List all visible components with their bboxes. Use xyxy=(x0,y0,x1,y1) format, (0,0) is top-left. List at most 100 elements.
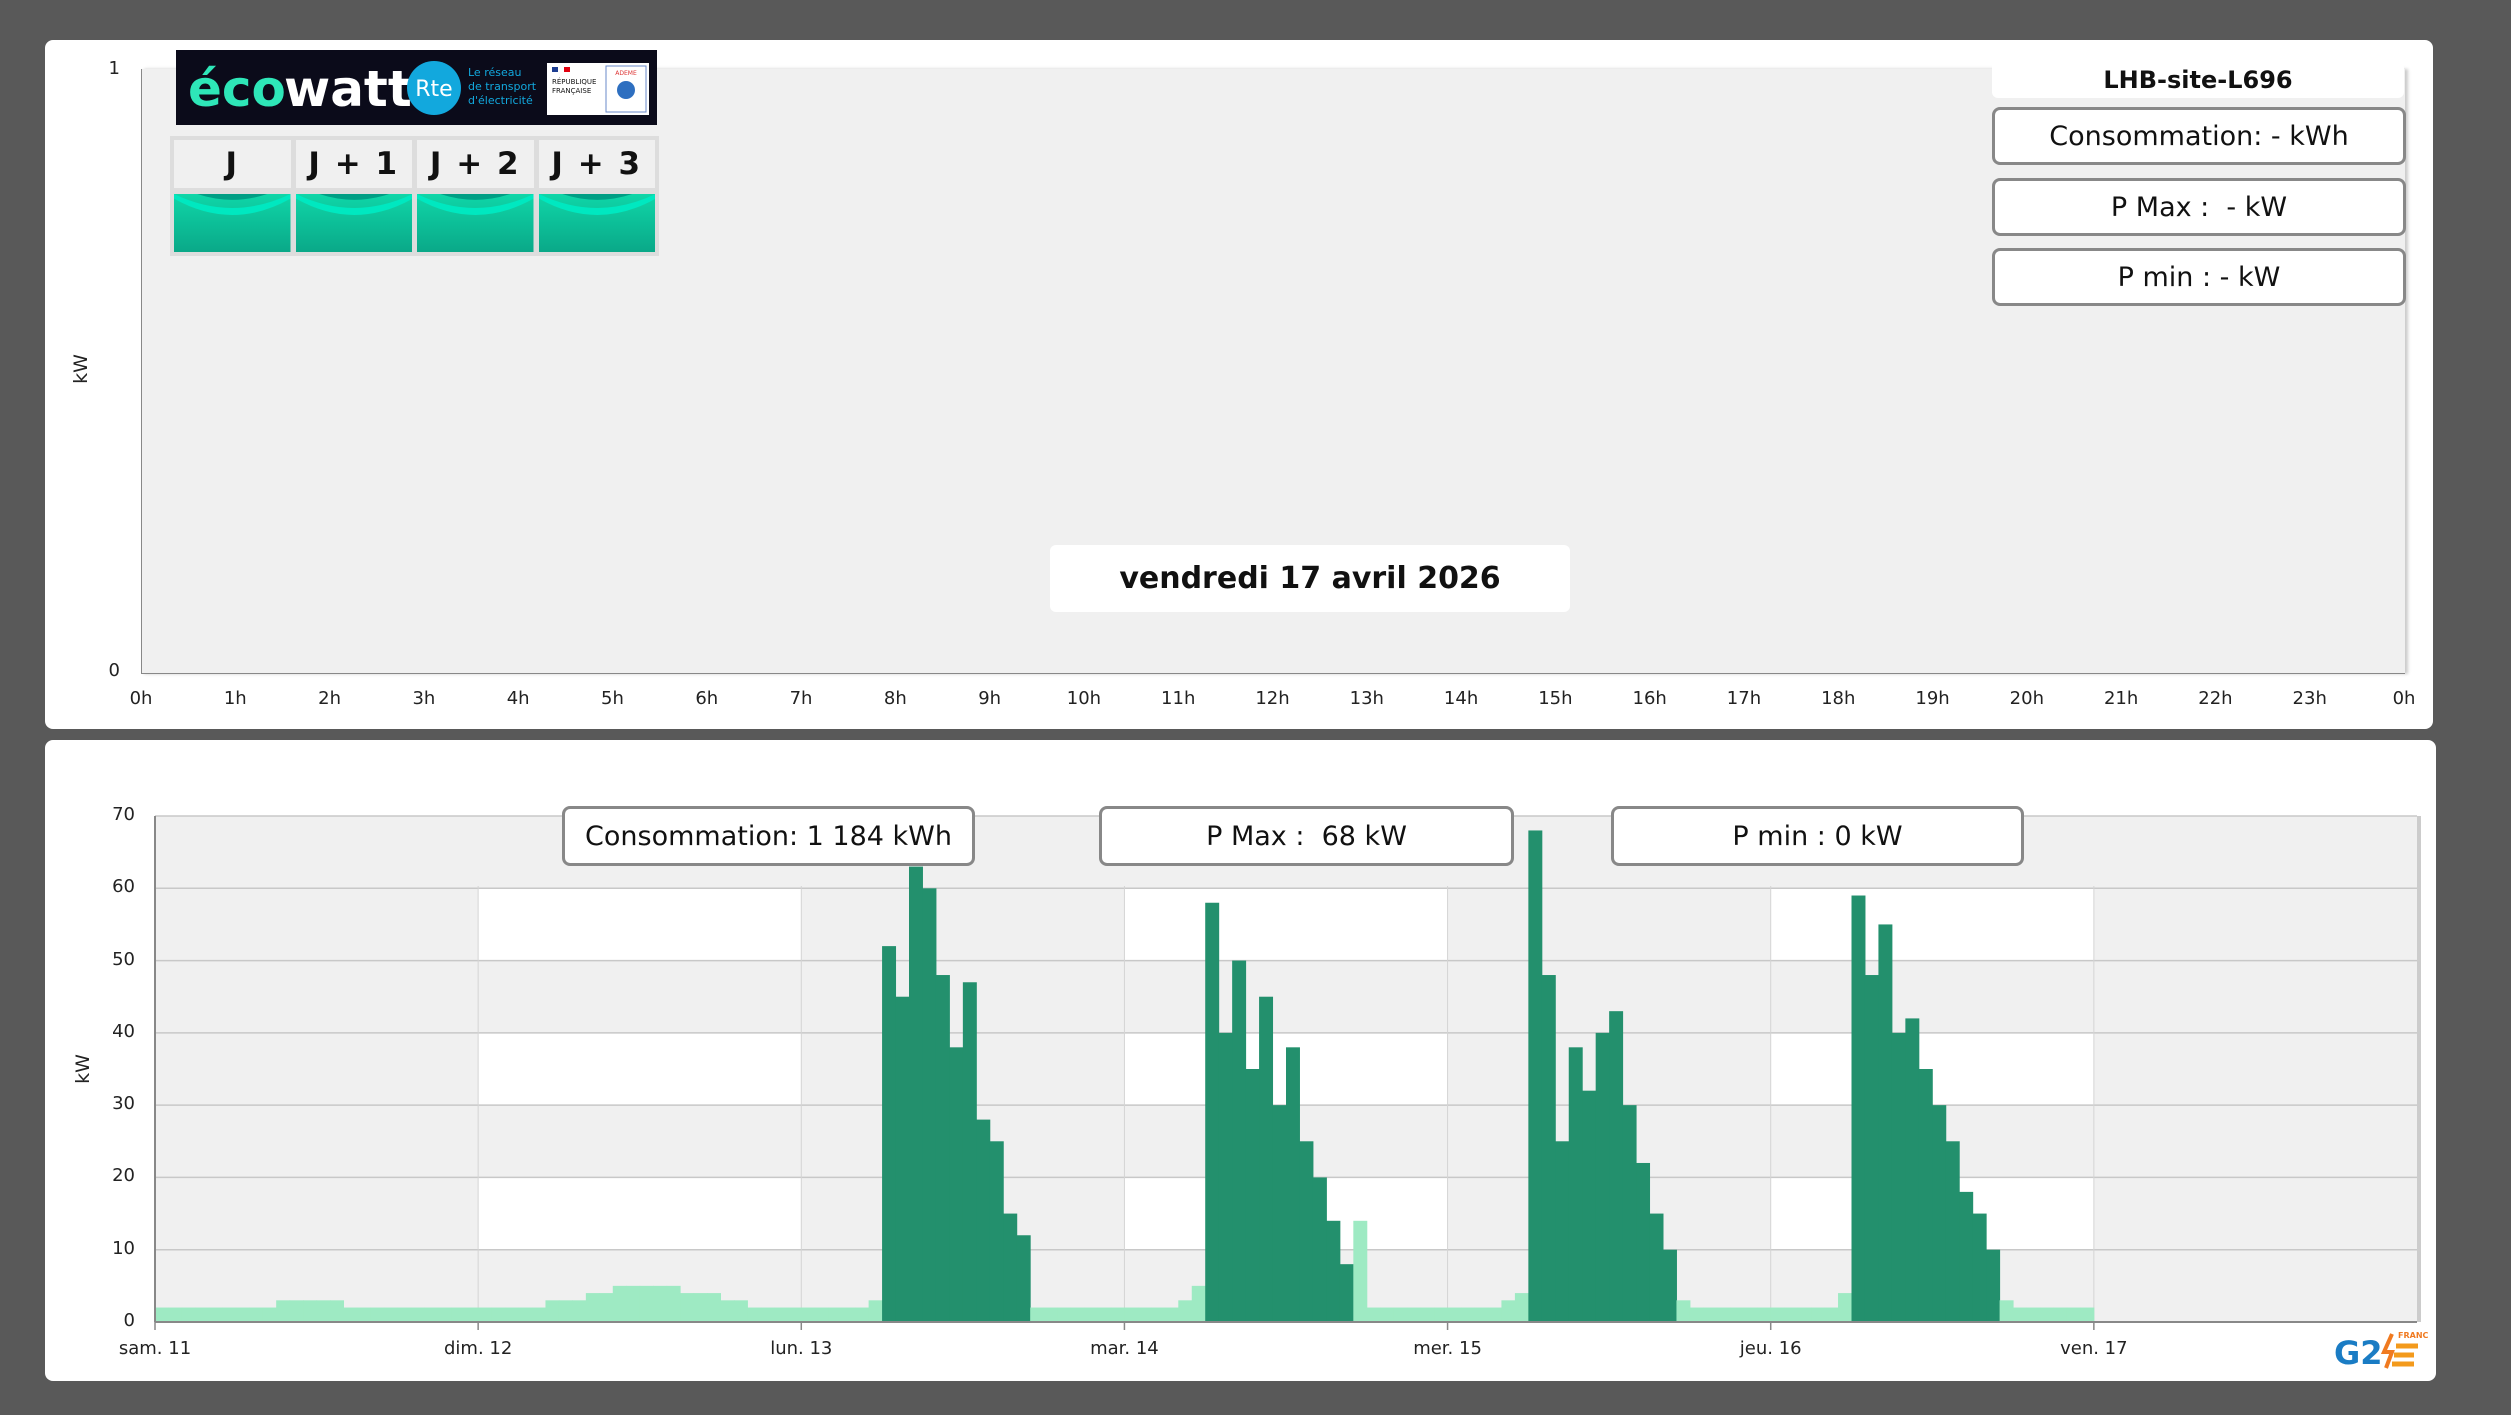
grid-cell xyxy=(478,1032,802,1106)
daily-x-tick: 2h xyxy=(318,688,342,709)
consumption-bar xyxy=(1972,1213,1987,1322)
consumption-bar xyxy=(2053,1307,2068,1322)
consumption-bar xyxy=(383,1307,398,1322)
weekly-pmin-box: P min : 0 kW xyxy=(1611,806,2024,866)
consumption-bar xyxy=(424,1307,439,1322)
consumption-bar xyxy=(464,1307,479,1322)
daily-x-tick: 3h xyxy=(412,688,436,709)
consumption-bar xyxy=(976,1119,991,1322)
consumption-bar xyxy=(1084,1307,1098,1322)
consumption-bar xyxy=(666,1285,681,1322)
consumption-bar xyxy=(1003,1213,1018,1322)
consumption-bar xyxy=(1770,1307,1785,1322)
consumption-bar xyxy=(599,1293,614,1322)
forecast-day: J + 2 xyxy=(417,140,534,253)
consumption-bar xyxy=(2013,1307,2028,1322)
consumption-bar xyxy=(1434,1307,1449,1322)
weekly-x-tick: jeu. 16 xyxy=(1739,1338,1802,1359)
consumption-bar xyxy=(1878,924,1893,1322)
consumption-bar xyxy=(1918,1069,1933,1322)
consumption-bar xyxy=(1514,1293,1529,1322)
consumption-bar xyxy=(1097,1307,1112,1322)
consumption-bar xyxy=(626,1285,641,1322)
consumption-bar xyxy=(720,1300,735,1322)
green-signal-wave-icon xyxy=(174,194,291,253)
consumption-bar xyxy=(208,1307,223,1322)
consumption-bar xyxy=(680,1293,695,1322)
weekly-y-tick: 20 xyxy=(112,1165,135,1187)
daily-x-tick: 14h xyxy=(1443,688,1479,709)
consumption-bar xyxy=(693,1293,708,1322)
svg-text:G2: G2 xyxy=(2334,1334,2383,1372)
svg-text:de transport: de transport xyxy=(468,80,537,93)
consumption-bar xyxy=(909,866,923,1322)
consumption-bar xyxy=(1528,830,1543,1322)
consumption-bar xyxy=(356,1307,371,1322)
daily-consumption-box: Consommation: - kWh xyxy=(1992,107,2406,165)
consumption-bar xyxy=(330,1300,344,1322)
daily-x-tick: 6h xyxy=(695,688,719,709)
consumption-bar xyxy=(787,1307,802,1322)
consumption-bar xyxy=(572,1300,587,1322)
consumption-bar xyxy=(653,1285,668,1322)
weekly-x-tick: mer. 15 xyxy=(1413,1338,1482,1359)
consumption-bar xyxy=(1232,960,1247,1322)
consumption-bar xyxy=(289,1300,304,1322)
weekly-y-tick: 40 xyxy=(112,1020,135,1042)
weekly-y-tick: 10 xyxy=(112,1237,135,1259)
svg-text:éco: éco xyxy=(188,60,286,118)
consumption-bar xyxy=(1312,1177,1327,1322)
consumption-bar xyxy=(895,996,910,1322)
consumption-bar xyxy=(558,1300,573,1322)
g2-france-logo: G2 FRANCE xyxy=(2326,1324,2434,1376)
weekly-pmax-box: P Max : 68 kW xyxy=(1099,806,1514,866)
consumption-bar xyxy=(1326,1220,1341,1322)
consumption-bar xyxy=(1811,1307,1826,1322)
date-label: vendredi 17 avril 2026 xyxy=(1050,545,1570,612)
consumption-bar xyxy=(518,1307,533,1322)
consumption-bar xyxy=(195,1307,210,1322)
consumption-bar xyxy=(478,1307,493,1322)
consumption-bar xyxy=(1366,1307,1381,1322)
daily-x-tick: 4h xyxy=(506,688,530,709)
consumption-bar xyxy=(1205,902,1220,1322)
consumption-bar xyxy=(168,1307,183,1322)
consumption-bar xyxy=(922,888,937,1322)
daily-x-tick: 13h xyxy=(1349,688,1384,709)
ecowatt-logo: éco watt Rte Le réseau de transport d'él… xyxy=(176,50,657,125)
weekly-y-tick: 60 xyxy=(112,876,135,898)
consumption-bar xyxy=(1070,1307,1085,1322)
consumption-bar xyxy=(1380,1307,1395,1322)
consumption-bar xyxy=(505,1307,520,1322)
consumption-bar xyxy=(733,1300,748,1322)
daily-x-tick: 8h xyxy=(883,688,907,709)
consumption-bar xyxy=(451,1307,466,1322)
consumption-bar xyxy=(774,1307,789,1322)
green-signal-wave-icon xyxy=(538,194,655,253)
consumption-bar xyxy=(1743,1307,1758,1322)
forecast-day: J xyxy=(174,140,291,253)
green-signal-wave-icon xyxy=(417,194,534,253)
weekly-y-tick: 30 xyxy=(112,1093,135,1115)
consumption-bar xyxy=(1407,1307,1422,1322)
consumption-bar xyxy=(1555,1141,1570,1322)
consumption-bar xyxy=(2040,1307,2054,1322)
consumption-bar xyxy=(1124,1307,1139,1322)
forecast-day-label: J + 1 xyxy=(295,140,412,188)
consumption-bar xyxy=(1609,1011,1624,1322)
consumption-bar xyxy=(303,1300,318,1322)
consumption-bar xyxy=(1703,1307,1718,1322)
consumption-bar xyxy=(2080,1307,2095,1322)
weekly-consumption-box: Consommation: 1 184 kWh xyxy=(562,806,975,866)
consumption-bar xyxy=(1420,1307,1435,1322)
consumption-bar xyxy=(532,1307,546,1322)
consumption-bar xyxy=(1151,1307,1166,1322)
consumption-bar xyxy=(1487,1307,1502,1322)
consumption-bar xyxy=(276,1300,291,1322)
consumption-bar xyxy=(1784,1307,1799,1322)
consumption-bar xyxy=(249,1307,264,1322)
consumption-bar xyxy=(1030,1307,1045,1322)
consumption-bar xyxy=(2066,1307,2081,1322)
consumption-bar xyxy=(397,1307,412,1322)
forecast-day: J + 1 xyxy=(295,140,412,253)
